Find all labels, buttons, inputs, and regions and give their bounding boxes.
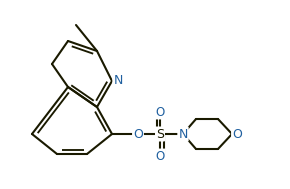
Text: N: N (178, 128, 188, 140)
Text: O: O (232, 128, 242, 140)
Text: N: N (113, 74, 123, 88)
Text: O: O (155, 149, 165, 163)
Text: S: S (156, 128, 164, 140)
Text: O: O (133, 128, 143, 140)
Text: O: O (155, 105, 165, 119)
